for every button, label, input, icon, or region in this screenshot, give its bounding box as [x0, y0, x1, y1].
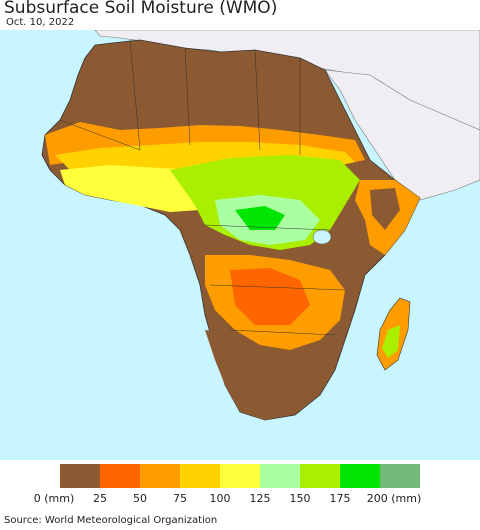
- legend-swatch: [300, 464, 340, 488]
- legend-label: 50: [133, 492, 147, 505]
- legend-label: 25: [93, 492, 107, 505]
- legend-swatch: [260, 464, 300, 488]
- madagascar-wet: [382, 325, 400, 358]
- legend-label: 100: [209, 492, 231, 505]
- country-borders: [59, 39, 346, 336]
- legend-label: 200 (mm): [366, 492, 422, 505]
- legend-label: 150: [289, 492, 311, 505]
- legend-swatch: [180, 464, 220, 488]
- legend-label: 125: [249, 492, 271, 505]
- lake-victoria: [312, 229, 332, 245]
- legend-swatch: [380, 464, 420, 488]
- legend-swatch: [140, 464, 180, 488]
- legend-label: 175: [329, 492, 351, 505]
- congo-basin-core: [235, 206, 285, 230]
- arabia-landmass: [324, 69, 480, 201]
- legend-label: 0 (mm): [33, 492, 75, 505]
- soil-moisture-map: [0, 30, 480, 460]
- legend-labels: 0 (mm) 25 50 75 100 125 150 175 200 (mm): [0, 492, 480, 506]
- map-date: Oct. 10, 2022: [6, 17, 75, 28]
- legend-swatch: [220, 464, 260, 488]
- map-title: Subsurface Soil Moisture (WMO): [4, 0, 278, 18]
- southern-africa-red: [230, 268, 310, 325]
- legend-label: 75: [173, 492, 187, 505]
- horn-dry-core: [370, 188, 400, 230]
- legend-swatch: [100, 464, 140, 488]
- southern-africa-dry: [205, 330, 320, 420]
- legend-colorbar: [60, 464, 420, 488]
- legend-swatch: [60, 464, 100, 488]
- source-credit: Source: World Meteorological Organizatio…: [4, 515, 218, 526]
- legend-swatch: [340, 464, 380, 488]
